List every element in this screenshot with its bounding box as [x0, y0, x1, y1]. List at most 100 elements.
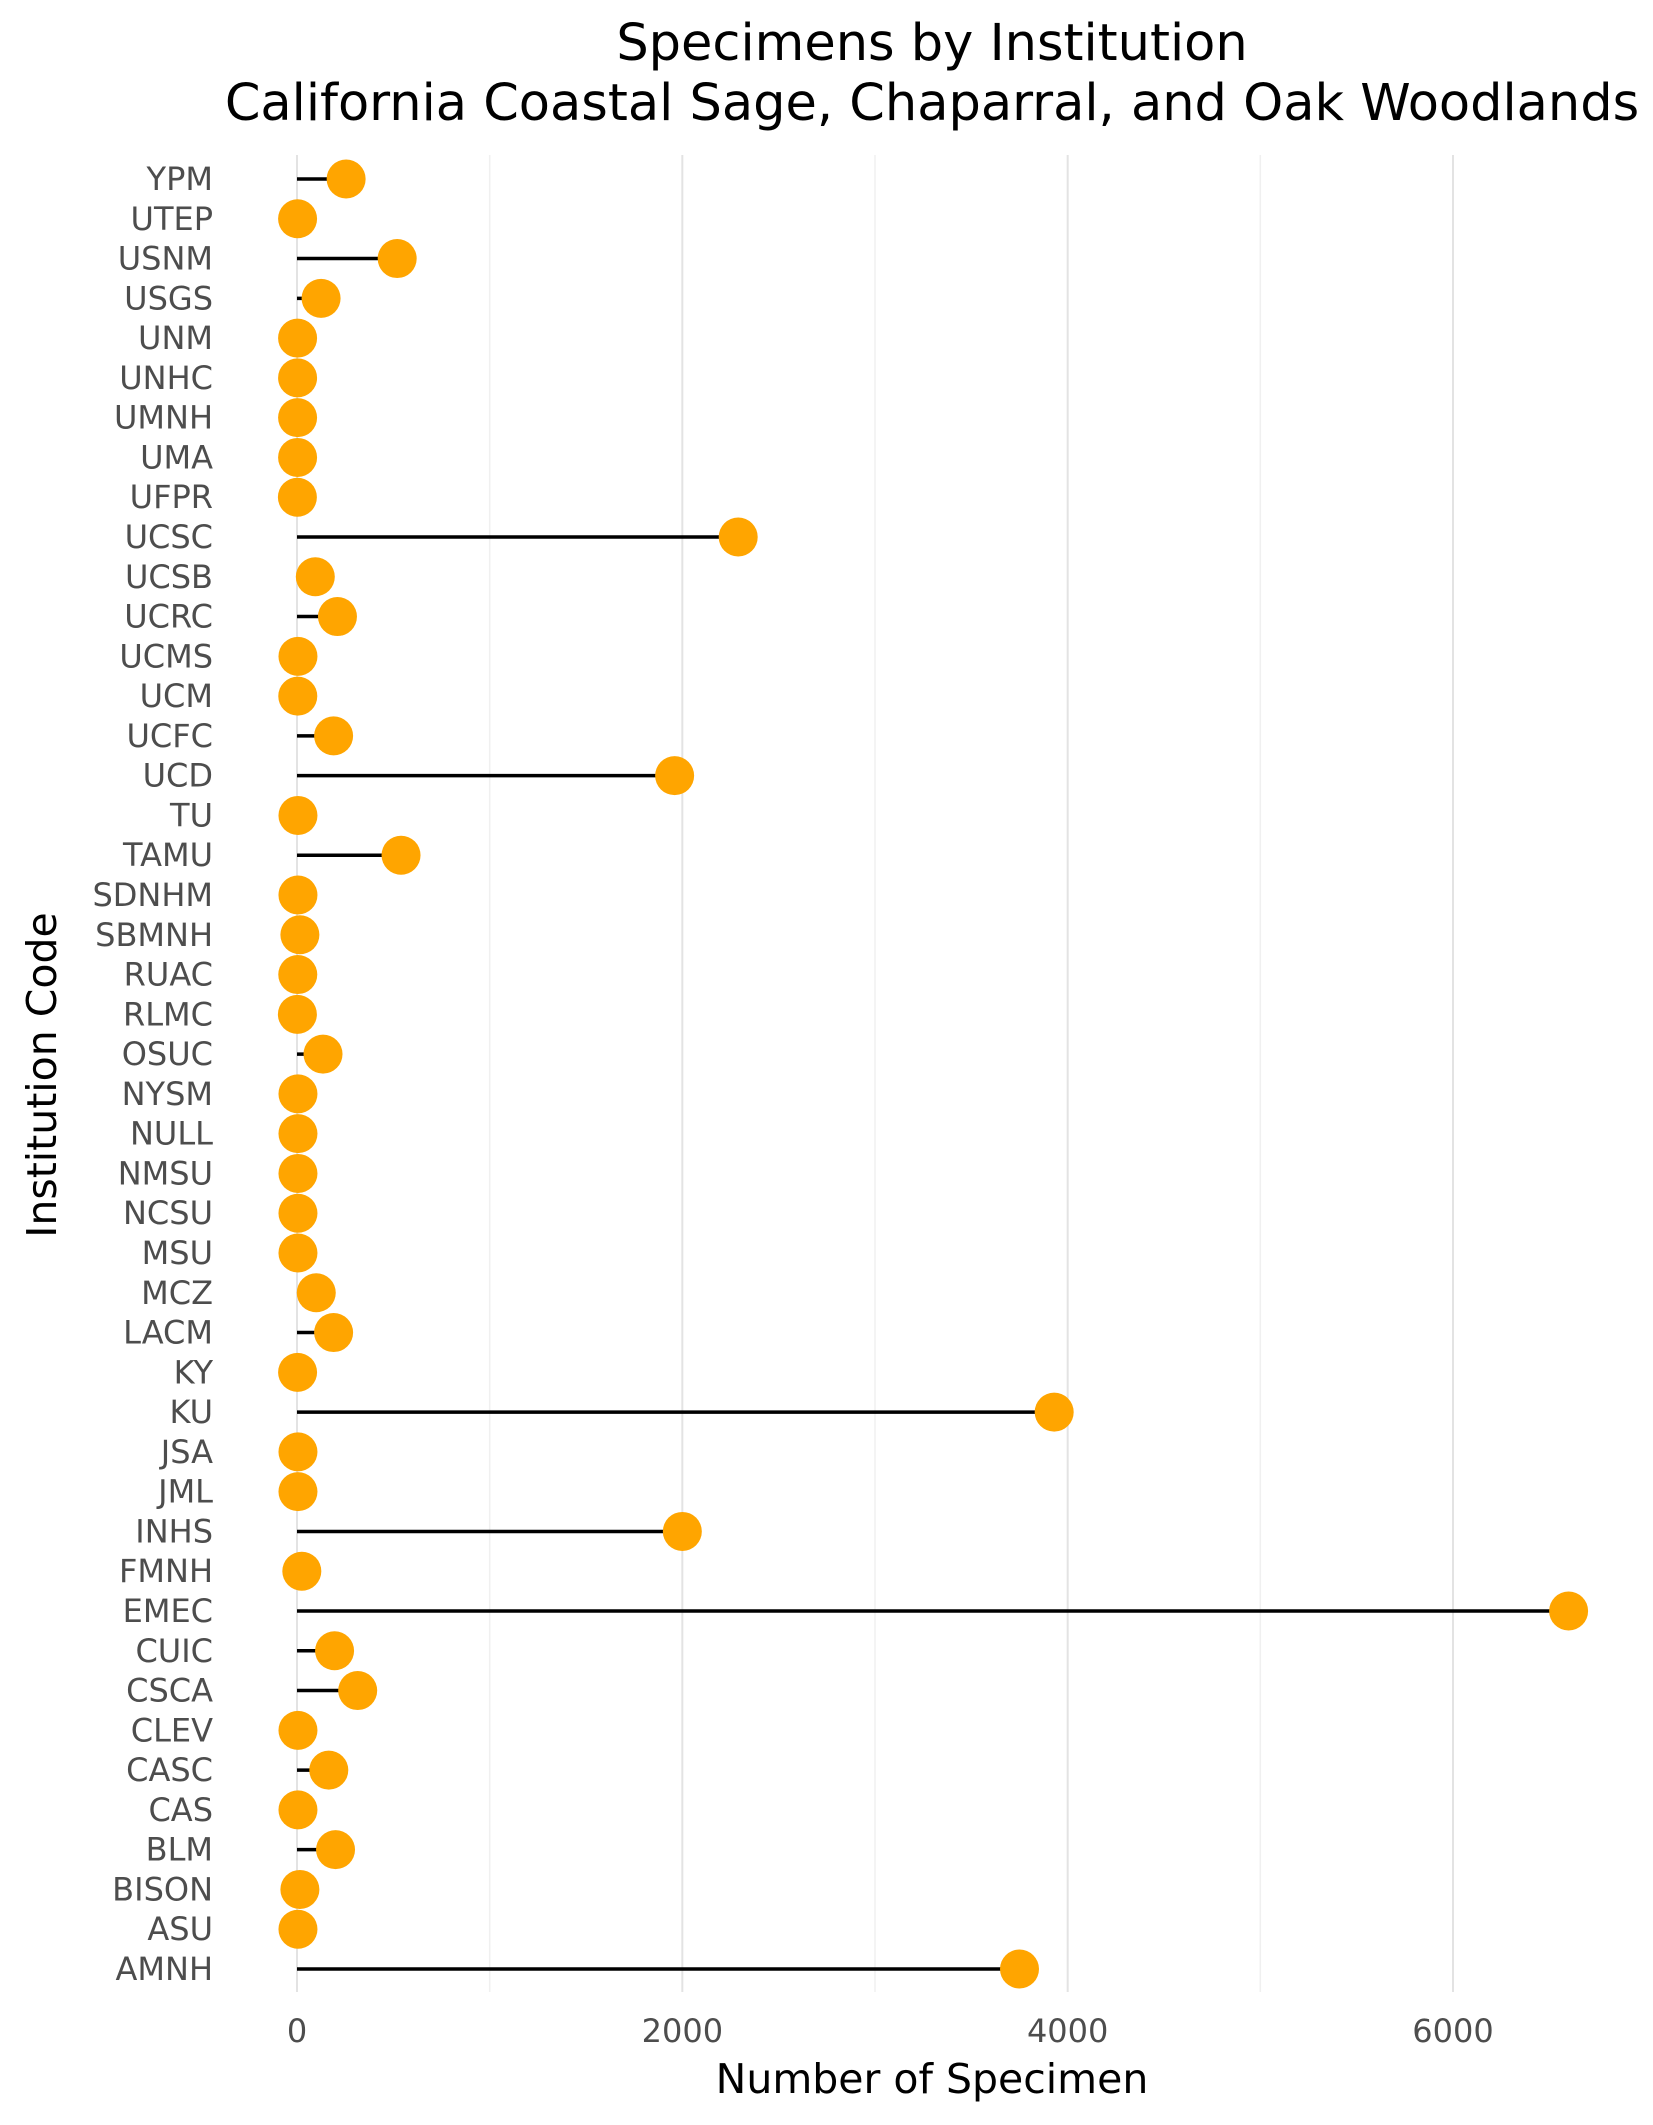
y-tick-label-ucms: UCMS	[119, 637, 213, 675]
y-tick-label-rlmc: RLMC	[123, 995, 213, 1033]
lollipop-stems	[297, 177, 1569, 1971]
x-axis-title: Number of Specimen	[716, 2055, 1149, 2103]
point-csca	[338, 1671, 378, 1711]
point-msu	[278, 1233, 318, 1273]
y-tick-label-ypm: YPM	[146, 160, 213, 198]
point-lacm	[314, 1313, 354, 1353]
point-asu	[278, 1909, 318, 1949]
y-tick-label-null: NULL	[130, 1115, 213, 1153]
y-tick-label-sdnhm: SDNHM	[92, 876, 213, 914]
y-tick-label-usgs: USGS	[124, 279, 213, 317]
point-jsa	[278, 1432, 318, 1472]
y-tick-label-clev: CLEV	[131, 1711, 213, 1749]
point-uma	[278, 437, 318, 477]
y-tick-label-utep: UTEP	[131, 200, 213, 238]
point-null	[278, 1114, 318, 1154]
point-unm	[278, 318, 318, 358]
y-tick-label-csca: CSCA	[126, 1672, 213, 1710]
point-ucms	[278, 636, 318, 676]
point-cas	[278, 1790, 318, 1830]
point-ucsc	[718, 517, 758, 557]
y-tick-label-amnh: AMNH	[116, 1950, 214, 1988]
y-tick-label-usnm: USNM	[118, 240, 213, 278]
y-tick-label-cuic: CUIC	[135, 1632, 213, 1670]
y-tick-label-cas: CAS	[148, 1791, 213, 1829]
point-utep	[278, 199, 318, 239]
y-tick-label-msu: MSU	[142, 1234, 213, 1272]
point-ncsu	[278, 1193, 318, 1233]
point-umnh	[278, 398, 318, 438]
y-tick-label-ucrc: UCRC	[124, 598, 213, 636]
point-tamu	[381, 835, 421, 875]
y-tick-label-ucm: UCM	[140, 677, 213, 715]
y-tick-label-tu: TU	[169, 796, 213, 834]
lollipop-points	[277, 159, 1589, 1989]
point-casc	[309, 1750, 349, 1790]
y-tick-label-unm: UNM	[138, 319, 213, 357]
point-ucd	[655, 756, 695, 796]
point-ky	[278, 1352, 318, 1392]
y-tick-label-casc: CASC	[126, 1751, 213, 1789]
point-fmnh	[282, 1551, 322, 1591]
point-jml	[278, 1472, 318, 1512]
y-tick-label-ku: KU	[169, 1393, 213, 1431]
y-tick-label-umnh: UMNH	[114, 399, 213, 437]
y-tick-label-ucsb: UCSB	[125, 558, 213, 596]
y-tick-label-sbmnh: SBMNH	[95, 916, 213, 954]
y-tick-label-ufpr: UFPR	[130, 478, 213, 516]
y-tick-label-asu: ASU	[147, 1910, 213, 1948]
chart-subtitle: California Coastal Sage, Chaparral, and …	[225, 74, 1639, 133]
y-tick-label-tamu: TAMU	[122, 836, 213, 874]
y-tick-label-unhc: UNHC	[119, 359, 213, 397]
point-blm	[316, 1830, 356, 1870]
y-axis-title: Institution Code	[18, 912, 66, 1238]
point-ruac	[278, 955, 318, 995]
point-ypm	[326, 159, 366, 199]
y-axis-tick-labels: YPMUTEPUSNMUSGSUNMUNHCUMNHUMAUFPRUCSCUCS…	[92, 160, 213, 1988]
y-tick-label-jsa: JSA	[159, 1433, 213, 1471]
y-tick-label-ncsu: NCSU	[123, 1194, 213, 1232]
y-tick-label-fmnh: FMNH	[119, 1552, 213, 1590]
point-unhc	[278, 358, 318, 398]
y-tick-label-nmsu: NMSU	[118, 1154, 213, 1192]
y-tick-label-ucsc: UCSC	[125, 518, 213, 556]
point-usnm	[377, 239, 417, 279]
y-tick-label-ucd: UCD	[143, 757, 213, 795]
y-tick-label-ruac: RUAC	[124, 956, 213, 994]
x-tick-label-6000: 6000	[1412, 2012, 1493, 2050]
y-tick-label-ky: KY	[174, 1353, 214, 1391]
y-tick-label-uma: UMA	[140, 438, 213, 476]
point-sbmnh	[280, 915, 320, 955]
point-sdnhm	[278, 875, 318, 915]
point-nysm	[278, 1074, 318, 1114]
point-cuic	[315, 1631, 355, 1671]
y-tick-label-osuc: OSUC	[122, 1035, 213, 1073]
point-clev	[278, 1710, 318, 1750]
point-nmsu	[278, 1153, 318, 1193]
point-ufpr	[277, 477, 317, 517]
grid-lines	[296, 155, 1454, 1992]
x-axis-tick-labels: 0 2000 4000 6000	[287, 2012, 1494, 2050]
y-tick-label-ucfc: UCFC	[126, 717, 213, 755]
x-tick-label-0: 0	[287, 2012, 307, 2050]
point-mcz	[296, 1273, 336, 1313]
point-ucm	[278, 676, 318, 716]
chart-title: Specimens by Institution	[616, 14, 1247, 73]
point-ucsb	[295, 557, 335, 597]
y-tick-label-jml: JML	[156, 1473, 213, 1511]
point-inhs	[662, 1511, 702, 1551]
x-tick-label-4000: 4000	[1027, 2012, 1108, 2050]
y-tick-label-nysm: NYSM	[122, 1075, 213, 1113]
y-tick-label-inhs: INHS	[135, 1512, 213, 1550]
y-tick-label-bison: BISON	[112, 1870, 213, 1908]
point-ucrc	[317, 597, 357, 637]
x-tick-label-2000: 2000	[642, 2012, 723, 2050]
point-bison	[280, 1869, 320, 1909]
point-ku	[1034, 1392, 1074, 1432]
point-usgs	[301, 278, 341, 318]
point-osuc	[303, 1034, 343, 1074]
point-rlmc	[277, 994, 317, 1034]
point-tu	[278, 795, 318, 835]
point-emec	[1549, 1591, 1589, 1631]
